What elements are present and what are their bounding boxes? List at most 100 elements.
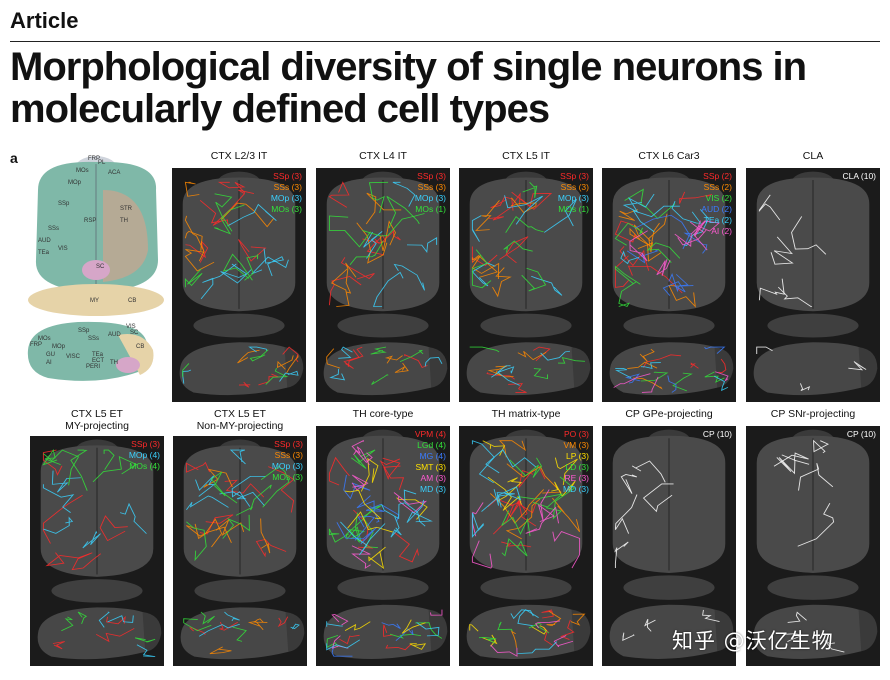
figure-panel: CLA CLA (10) <box>746 150 880 402</box>
atlas-region-label: PL <box>98 160 106 166</box>
panel-legend: CLA (10) <box>842 171 876 182</box>
neuron-reconstruction <box>323 171 448 396</box>
figure-panel: CTX L5 ET MY-projecting SSp (3) MOp (4) MOs… <box>30 408 164 666</box>
atlas-region-label: TEa <box>92 352 104 358</box>
legend-entry: MOp (4) <box>128 450 160 460</box>
neuron-reconstruction <box>466 429 591 659</box>
panel-title: CTX L5 IT <box>502 150 550 162</box>
neuron-reconstruction <box>609 171 734 396</box>
legend-entry: MD (3) <box>420 484 446 494</box>
atlas-region-label: MOp <box>52 344 66 350</box>
legend-entry: SSs (2) <box>703 182 732 192</box>
figure-panel: CP SNr-projecting CP (10) <box>746 408 880 666</box>
panel-title: CP GPe-projecting <box>625 408 713 420</box>
figure-panel: CTX L6 Car3 SSp (2) SSs (2) VIS (2) AUD (2) T… <box>602 150 736 402</box>
panel-legend: SSp (3) SSs (3) MOp (3) MOs (1) <box>558 171 589 215</box>
neuron-reconstruction <box>466 171 591 396</box>
panel-image: CLA (10) <box>746 168 880 402</box>
neuron-reconstruction <box>609 429 734 659</box>
panel-image: PO (3) VM (3) LP (3) LD (3) RE (3) MD (3) <box>459 426 593 666</box>
legend-entry: SSp (3) <box>131 439 160 449</box>
panel-legend: SSp (2) SSs (2) VIS (2) AUD (2) TEa (2) AI (2… <box>701 171 732 237</box>
panel-title: CP SNr-projecting <box>770 408 856 420</box>
atlas-region-label: FRP <box>88 156 100 162</box>
figure-panel: TH core-type VPM (4) LGd (4) MG (4) SMT (3) A… <box>316 408 450 666</box>
panel-legend: SSp (3) MOp (4) MOs (4) <box>129 439 160 472</box>
legend-entry: MOs (1) <box>558 204 589 214</box>
legend-entry: MOp (3) <box>270 193 302 203</box>
atlas-region-label: MY <box>90 298 99 304</box>
panel-title: TH core-type <box>352 408 414 420</box>
panel-legend: SSp (3) SSs (3) MOp (3) MOs (3) <box>272 439 303 483</box>
figure-panel: CTX L2/3 IT SSp (3) SSs (3) MOp (3) MOs (3) <box>172 150 306 402</box>
panel-title: CLA <box>802 150 824 162</box>
neuron-reconstruction <box>753 171 878 396</box>
article-label: Article <box>10 8 79 33</box>
atlas-region-label: GU <box>46 352 55 358</box>
atlas-region-label: SC <box>130 330 139 336</box>
panel-title: CTX L4 IT <box>359 150 407 162</box>
atlas-region-label: SC <box>96 264 105 270</box>
legend-entry: SSp (3) <box>274 439 303 449</box>
legend-entry: LP (3) <box>566 451 589 461</box>
legend-entry: MOp (3) <box>557 193 589 203</box>
article-title: Morphological diversity of single neuron… <box>10 45 807 131</box>
atlas-region-label: CB <box>128 298 136 304</box>
panel-legend: PO (3) VM (3) LP (3) LD (3) RE (3) MD (3) <box>563 429 589 495</box>
legend-entry: MOs (3) <box>272 472 303 482</box>
panel-legend: CP (10) <box>703 429 732 440</box>
legend-entry: SSs (3) <box>417 182 446 192</box>
header-rule <box>10 41 880 42</box>
legend-entry: MD (3) <box>563 484 589 494</box>
legend-entry: MOs (1) <box>415 204 446 214</box>
panel-image: CP (10) <box>602 426 736 666</box>
atlas-region-label: SSp <box>58 201 70 207</box>
legend-entry: SSp (3) <box>417 171 446 181</box>
legend-entry: MOp (3) <box>271 461 303 471</box>
legend-entry: CP (10) <box>846 429 876 439</box>
panel-image: SSp (3) SSs (3) MOp (3) MOs (3) <box>173 436 307 666</box>
legend-entry: SSp (3) <box>273 171 302 181</box>
figure-panel: CP GPe-projecting CP (10) <box>602 408 736 666</box>
atlas-region-label: AI <box>46 360 52 366</box>
panel-label-a: a <box>10 150 18 166</box>
atlas-region-label: SSs <box>48 226 59 232</box>
atlas-region-label: STR <box>120 206 133 212</box>
legend-entry: PO (3) <box>563 429 589 439</box>
atlas-region-label: PERI <box>86 364 100 370</box>
legend-entry: SSs (3) <box>274 450 303 460</box>
panel-title: CTX L5 ET Non-MY-projecting <box>196 408 284 432</box>
legend-entry: RE (3) <box>564 473 589 483</box>
atlas-region-label: FRP <box>30 342 42 348</box>
panel-image: SSp (2) SSs (2) VIS (2) AUD (2) TEa (2) AI (2… <box>602 168 736 402</box>
legend-entry: MOp (3) <box>414 193 446 203</box>
atlas-region-label: VIS <box>58 246 68 252</box>
neuron-reconstruction <box>180 439 305 660</box>
legend-entry: CLA (10) <box>842 171 876 181</box>
legend-entry: AUD (2) <box>701 204 732 214</box>
panel-image: SSp (3) SSs (3) MOp (3) MOs (3) <box>172 168 306 402</box>
neuron-reconstruction <box>323 429 448 659</box>
legend-entry: VIS (2) <box>705 193 732 203</box>
legend-entry: SSs (3) <box>560 182 589 192</box>
figure-panel: TH matrix-type PO (3) VM (3) LP (3) LD (3) RE… <box>459 408 593 666</box>
legend-entry: VPM (4) <box>414 429 446 439</box>
panel-legend: SSp (3) SSs (3) MOp (3) MOs (1) <box>415 171 446 215</box>
atlas-region-label: TH <box>110 360 118 366</box>
panel-legend: VPM (4) LGd (4) MG (4) SMT (3) AM (3) MD (3) <box>415 429 446 495</box>
panel-title: CTX L6 Car3 <box>638 150 700 162</box>
watermark-text: 知乎 @沃亿生物 <box>672 629 834 653</box>
legend-entry: LGd (4) <box>417 440 446 450</box>
panel-image: SSp (3) SSs (3) MOp (3) MOs (1) <box>459 168 593 402</box>
legend-entry: VM (3) <box>563 440 590 450</box>
atlas-region-label: RSP <box>84 218 96 224</box>
atlas-region-label: SSp <box>78 328 90 334</box>
atlas-region-label: ECT <box>92 358 104 364</box>
legend-entry: MG (4) <box>419 451 446 461</box>
panel-image: CP (10) <box>746 426 880 666</box>
figure-panel: CTX L4 IT SSp (3) SSs (3) MOp (3) MOs (1) <box>316 150 450 402</box>
legend-entry: MOs (4) <box>129 461 160 471</box>
atlas-region-label: CB <box>136 344 144 350</box>
neuron-reconstruction <box>37 439 162 660</box>
atlas-region-label: MOs <box>76 168 89 174</box>
